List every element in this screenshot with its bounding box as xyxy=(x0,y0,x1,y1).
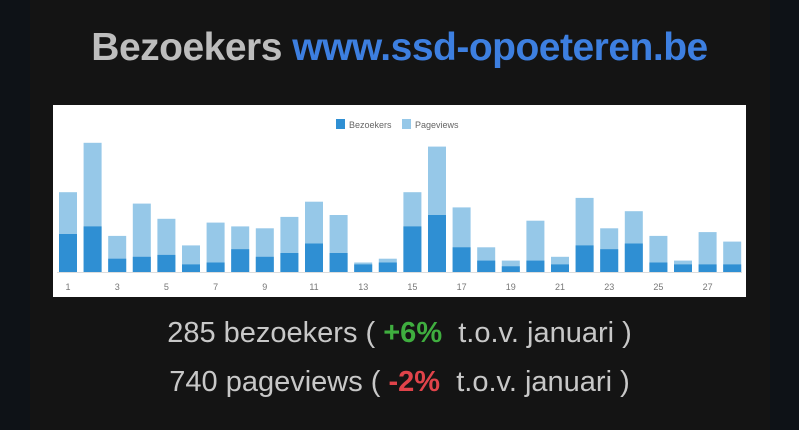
bar-bezoekers-5 xyxy=(157,254,176,272)
bar-pageviews-7 xyxy=(206,222,225,272)
bar-bezoekers-16 xyxy=(428,215,446,272)
x-tick-label: 1 xyxy=(65,282,70,292)
x-tick-label: 11 xyxy=(309,282,318,292)
bar-bezoekers-17 xyxy=(452,247,471,272)
stat-compare: t.o.v. januari xyxy=(456,366,613,398)
bar-bezoekers-9 xyxy=(255,256,274,272)
title-text: Bezoekers xyxy=(91,26,282,69)
bar-bezoekers-20 xyxy=(526,260,545,272)
bar-bezoekers-11 xyxy=(305,243,323,272)
stat-compare: t.o.v. januari xyxy=(458,317,615,349)
visitors-chart: Bezoekers Pageviews 1 3 5 7 9 11 13 15 17 19 21 23 25 2… xyxy=(53,105,746,297)
bar-pageviews-19 xyxy=(501,260,520,272)
bar-bezoekers-4 xyxy=(132,256,151,272)
stat-label: bezoekers xyxy=(223,317,358,349)
x-tick-label: 7 xyxy=(213,282,218,292)
stat-bezoekers: 285 bezoekers ( +6% t.o.v. januari ) xyxy=(167,317,632,349)
bar-bezoekers-3 xyxy=(108,258,127,272)
bar-bezoekers-27 xyxy=(698,264,717,272)
x-tick-label: 19 xyxy=(506,282,516,292)
stat-pageviews: 740 pageviews ( -2% t.o.v. januari ) xyxy=(169,366,630,398)
bar-pageviews-20 xyxy=(526,220,545,272)
bar-bezoekers-14 xyxy=(378,262,397,272)
bar-bezoekers-26 xyxy=(674,264,692,272)
bar-pageviews-4 xyxy=(132,203,151,272)
bar-bezoekers-2 xyxy=(83,226,102,272)
legend-swatch-pageviews xyxy=(402,119,411,129)
bar-bezoekers-7 xyxy=(206,262,225,272)
bar-bezoekers-19 xyxy=(501,266,520,272)
bar-bezoekers-1 xyxy=(59,234,77,272)
bar-bezoekers-28 xyxy=(723,264,742,272)
bar-bezoekers-13 xyxy=(354,264,373,272)
page-title: Bezoekers www.ssd-opoeteren.be xyxy=(0,26,799,70)
bar-bezoekers-18 xyxy=(477,260,496,272)
stat-value: 285 xyxy=(167,317,216,349)
x-tick-label: 5 xyxy=(164,282,169,292)
legend-label-bezoekers: Bezoekers xyxy=(349,120,392,130)
bar-bezoekers-21 xyxy=(551,264,569,272)
site-link[interactable]: www.ssd-opoeteren.be xyxy=(292,26,708,69)
x-tick-label: 25 xyxy=(653,282,663,292)
x-tick-label: 21 xyxy=(555,282,565,292)
stat-change: +6% xyxy=(383,317,443,349)
x-tick-label: 3 xyxy=(115,282,120,292)
x-tick-label: 9 xyxy=(262,282,267,292)
x-tick-label: 27 xyxy=(703,282,713,292)
x-tick-label: 17 xyxy=(457,282,467,292)
bar-bezoekers-10 xyxy=(280,253,299,272)
x-tick-label: 13 xyxy=(358,282,368,292)
legend-swatch-bezoekers xyxy=(336,119,345,129)
bar-bezoekers-15 xyxy=(403,226,422,272)
x-tick-label: 15 xyxy=(407,282,417,292)
bar-pageviews-27 xyxy=(698,232,717,272)
stat-change: -2% xyxy=(388,366,441,398)
bar-bezoekers-24 xyxy=(624,243,643,272)
bar-bezoekers-6 xyxy=(182,264,200,272)
bar-bezoekers-8 xyxy=(231,249,250,272)
bar-bezoekers-12 xyxy=(329,253,348,272)
bar-bezoekers-25 xyxy=(649,262,668,272)
bar-bezoekers-22 xyxy=(575,245,594,272)
bar-bezoekers-23 xyxy=(600,249,619,272)
stat-value: 740 xyxy=(169,366,218,398)
x-tick-label: 23 xyxy=(604,282,614,292)
stat-label: pageviews xyxy=(225,366,363,398)
legend-label-pageviews: Pageviews xyxy=(415,120,459,130)
